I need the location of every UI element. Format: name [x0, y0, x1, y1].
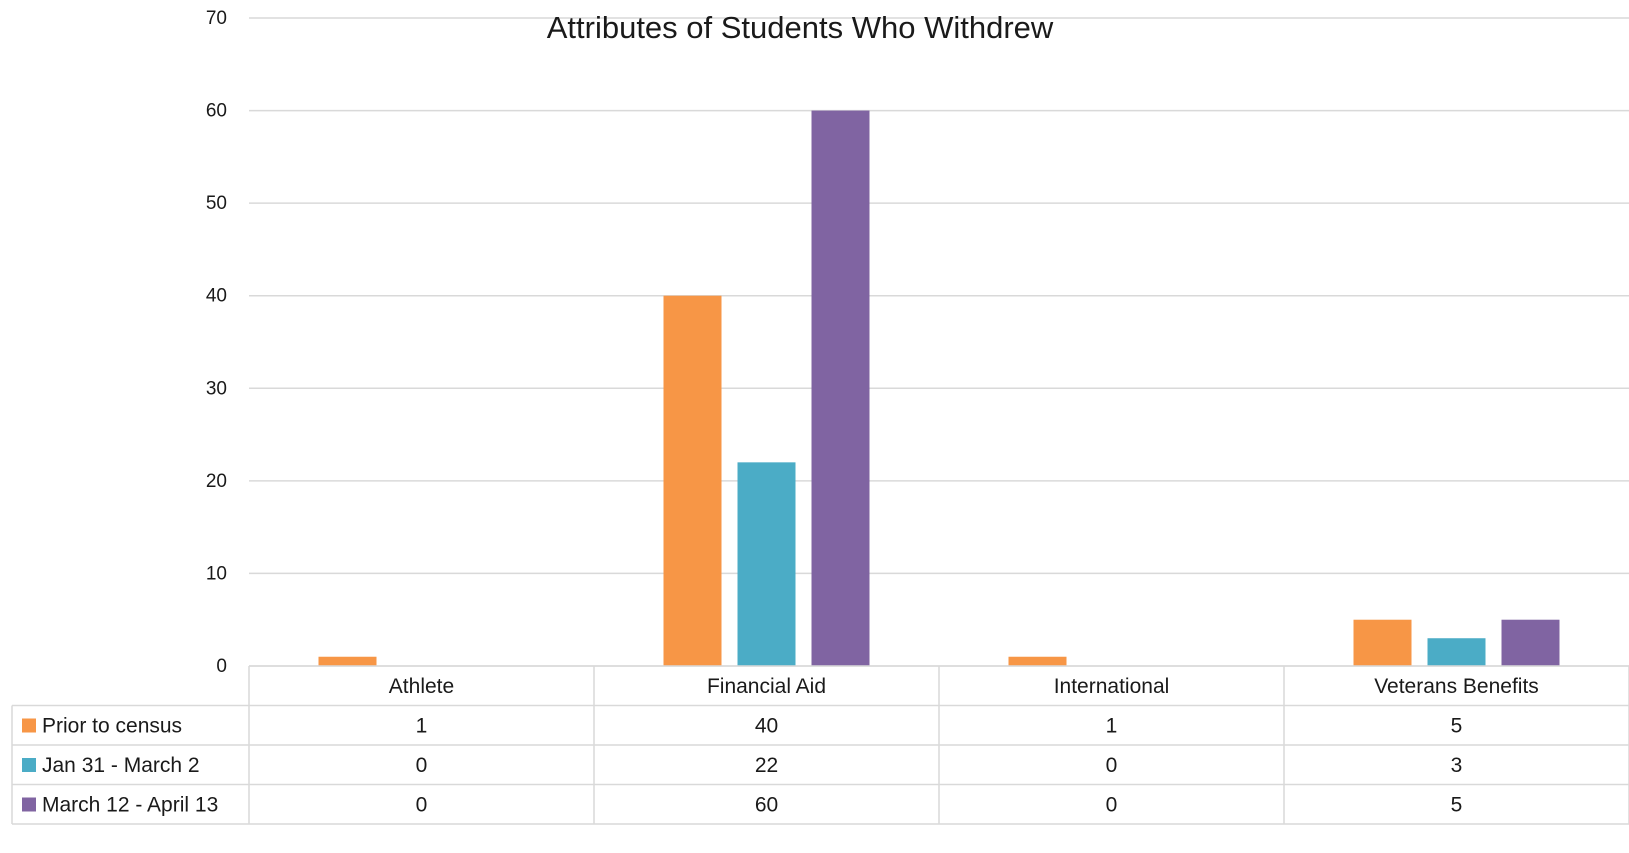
- table-cell-value: 0: [416, 754, 428, 777]
- data-table: Athlete Financial Aid International Veteran…: [11, 665, 1629, 825]
- table-cell-value: 5: [1451, 715, 1463, 738]
- table-cell-value: 22: [755, 754, 778, 777]
- y-tick-label: 30: [206, 378, 227, 399]
- category-label: Athlete: [389, 675, 454, 698]
- y-tick-label: 40: [206, 286, 227, 307]
- table-cell-value: 0: [416, 794, 428, 817]
- legend-swatch: [22, 797, 36, 812]
- gridlines: [249, 17, 1629, 667]
- chart-title: Attributes of Students Who Withdrew: [547, 10, 1054, 45]
- table-cell-value: 60: [755, 794, 778, 817]
- table-cell-value: 1: [1106, 715, 1118, 738]
- bar: [737, 462, 796, 666]
- y-tick-label: 70: [206, 8, 227, 29]
- bar: [1353, 619, 1412, 666]
- table-cell-value: 3: [1451, 754, 1463, 777]
- bar: [1427, 638, 1486, 666]
- series-label: Prior to census: [42, 715, 182, 738]
- series-label: Jan 31 - March 2: [42, 754, 200, 777]
- table-cell-value: 1: [416, 715, 428, 738]
- table-cell-value: 40: [755, 715, 778, 738]
- category-label: Financial Aid: [707, 675, 826, 698]
- bars: [318, 110, 1560, 667]
- y-tick-label: 10: [206, 563, 227, 584]
- table-cell-value: 0: [1106, 794, 1118, 817]
- table-cell-value: 5: [1451, 794, 1463, 817]
- bar: [1008, 656, 1067, 666]
- bar: [318, 656, 377, 666]
- table-cell-value: 0: [1106, 754, 1118, 777]
- y-axis-ticks: 0 10 20 30 40 50 60 70: [206, 8, 227, 677]
- y-tick-label: 60: [206, 101, 227, 122]
- series-label: March 12 - April 13: [42, 794, 218, 817]
- bar: [811, 110, 870, 667]
- y-tick-label: 50: [206, 193, 227, 214]
- bar: [1501, 619, 1560, 666]
- category-label: International: [1054, 675, 1170, 698]
- legend-swatch: [22, 718, 36, 733]
- bar: [663, 295, 722, 666]
- category-label: Veterans Benefits: [1374, 675, 1539, 698]
- y-tick-label: 0: [216, 656, 227, 677]
- legend-swatch: [22, 758, 36, 772]
- y-tick-label: 20: [206, 471, 227, 492]
